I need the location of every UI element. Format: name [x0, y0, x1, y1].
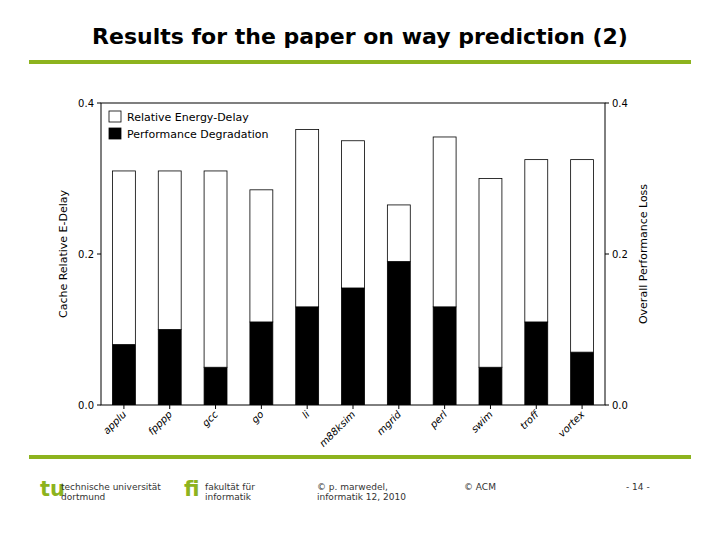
x-tick	[536, 405, 537, 409]
x-tick	[261, 405, 262, 409]
y-tick-label: 0.0	[78, 400, 94, 411]
x-tick-label: applu	[101, 409, 129, 437]
x-tick-label: gcc	[200, 408, 220, 428]
bar-segment	[158, 330, 181, 406]
bar-segment	[296, 307, 319, 405]
bar-segment	[433, 137, 456, 307]
x-tick-label: fpppp	[146, 409, 174, 437]
x-tick-label: go	[249, 409, 266, 426]
y-tick-label: 0.4	[78, 98, 94, 109]
footer-text: fi	[184, 477, 200, 501]
x-tick-label: perl	[427, 408, 449, 430]
x-tick-label: m88ksim	[317, 408, 357, 448]
y2-axis-label: Overall Performance Loss	[637, 184, 650, 324]
y-tick	[97, 405, 101, 406]
x-tick	[123, 405, 124, 409]
y-tick	[97, 103, 101, 104]
footer-text: © p. marwedel,	[317, 482, 388, 492]
bar-segment	[204, 367, 227, 405]
bar-segment	[387, 262, 410, 405]
x-tick-label: troff	[518, 407, 542, 431]
x-tick	[215, 405, 216, 409]
title: Results for the paper on way prediction …	[92, 24, 628, 49]
bar-segment	[479, 179, 502, 368]
y-axis-label: Cache Relative E-Delay	[57, 190, 70, 319]
legend-swatch	[109, 111, 121, 122]
bar-segment	[112, 345, 135, 405]
x-tick	[169, 405, 170, 409]
bar-segment	[571, 352, 594, 405]
legend-label: Relative Energy-Delay	[127, 111, 249, 124]
bar-segment	[479, 367, 502, 405]
y2-tick-label: 0.0	[612, 400, 628, 411]
x-tick	[444, 405, 445, 409]
x-tick-label: swim	[469, 408, 495, 434]
footer-text: technische universität	[61, 482, 161, 492]
x-tick	[490, 405, 491, 409]
x-tick	[307, 405, 308, 409]
y2-tick	[605, 103, 609, 104]
y-tick-label: 0.2	[78, 249, 94, 260]
bar-segment	[250, 322, 273, 405]
bar-segment	[296, 129, 319, 306]
bar-segment	[387, 205, 410, 262]
footer-text: informatik	[205, 492, 252, 502]
footer-text: fakultät für	[205, 482, 255, 492]
x-tick-label: mgrid	[375, 408, 404, 437]
x-tick	[353, 405, 354, 409]
accent-line	[29, 455, 691, 459]
bar-segment	[342, 288, 365, 405]
bars	[112, 129, 593, 405]
chart: Results for the paper on way prediction …	[0, 0, 720, 540]
x-tick-label: li	[300, 408, 312, 420]
footer-text: - 14 -	[626, 482, 650, 492]
footer-text: © ACM	[464, 482, 496, 492]
footer-text: informatik 12, 2010	[317, 492, 406, 502]
bar-segment	[342, 141, 365, 288]
bar-segment	[250, 190, 273, 322]
y-tick	[97, 254, 101, 255]
y2-tick	[605, 254, 609, 255]
bar-segment	[571, 160, 594, 353]
bar-segment	[204, 171, 227, 367]
accent-line	[29, 60, 691, 64]
legend-swatch	[109, 128, 121, 139]
footer-text: dortmund	[61, 492, 105, 502]
bar-segment	[112, 171, 135, 345]
bar-segment	[433, 307, 456, 405]
x-tick	[398, 405, 399, 409]
y2-tick	[605, 405, 609, 406]
y2-tick-label: 0.2	[612, 249, 628, 260]
legend: Relative Energy-Delay Performance Degrada…	[109, 111, 269, 141]
bar-segment	[525, 160, 548, 322]
legend-label: Performance Degradation	[127, 128, 269, 141]
plot-frame	[101, 103, 605, 405]
x-tick-label: vortex	[556, 409, 587, 440]
bar-segment	[525, 322, 548, 405]
y2-tick-label: 0.4	[612, 98, 628, 109]
x-tick	[582, 405, 583, 409]
bar-segment	[158, 171, 181, 330]
